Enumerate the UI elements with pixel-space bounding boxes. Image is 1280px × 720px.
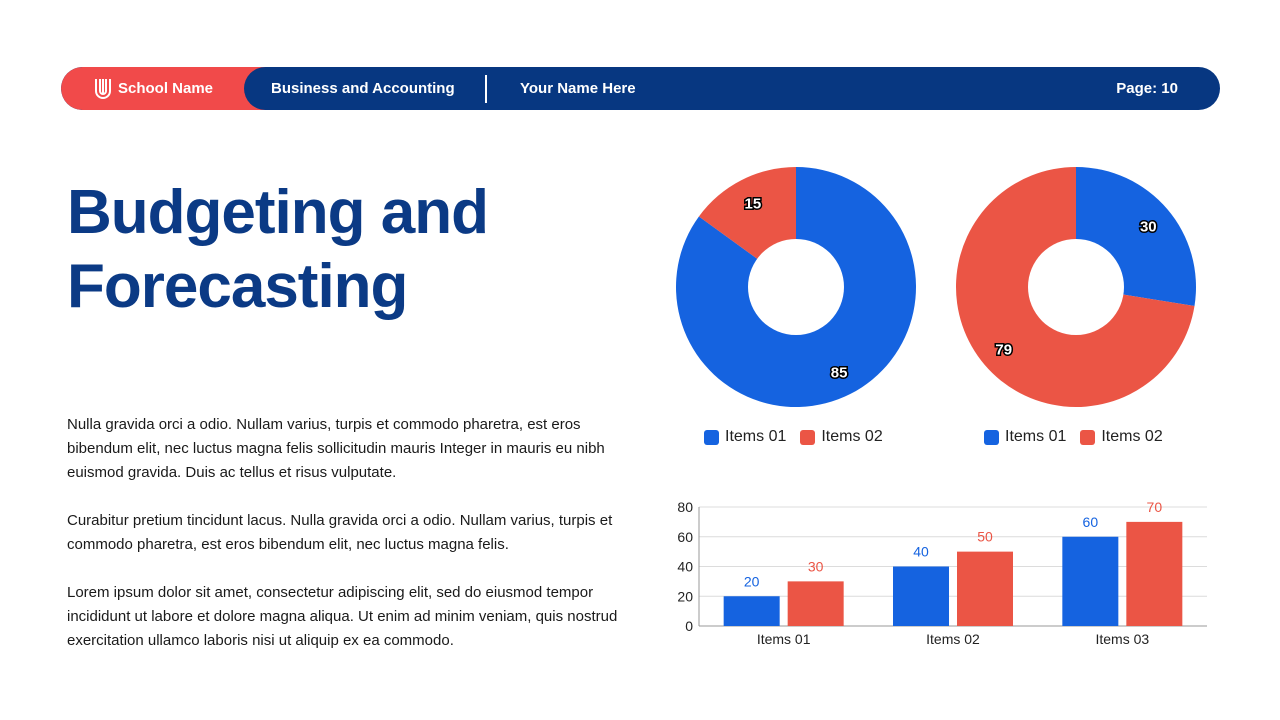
legend-swatch-red [1080,429,1096,445]
bar-data-label: 70 [1147,499,1163,515]
school-logo-icon [95,78,111,99]
bar-red [957,551,1013,626]
donut-1-hole [748,239,844,335]
bar-data-label: 40 [913,544,929,560]
bar-x-tick-label: Items 01 [757,631,811,647]
legend-item-1: Items 01 [704,428,786,446]
legend-item-2: Items 02 [1080,428,1163,446]
bar-x-tick-label: Items 02 [926,631,980,647]
legend-item-1: Items 01 [984,428,1066,446]
bar-blue [893,566,949,626]
bar-red [1126,521,1183,626]
legend-swatch-blue [984,429,999,445]
paragraph-1: Nulla gravida orci a odio. Nullam varius… [67,416,605,481]
bar-x-tick-label: Items 03 [1095,631,1149,647]
bar-red [787,581,844,626]
header-divider [485,75,487,103]
legend-label: Items 02 [1101,428,1163,445]
bar-data-label: 20 [744,573,760,589]
bar-y-tick-label: 60 [677,529,693,545]
paragraph-3: Lorem ipsum dolor sit amet, consectetur … [67,584,618,649]
donut-1-legend: Items 01 Items 02 [704,426,883,448]
school-badge: School Name [61,67,271,110]
donut-1-data-label: 15 [745,195,762,212]
bar-data-label: 60 [1083,514,1099,530]
donut-2-legend: Items 01 Items 02 [984,426,1163,448]
bar-y-tick-label: 20 [677,588,693,604]
donut-2-hole [1028,239,1124,335]
title-line-1: Budgeting and [67,178,489,247]
bar-y-tick-label: 40 [677,559,693,575]
legend-label: Items 01 [725,428,787,445]
bar-y-tick-label: 80 [677,499,693,515]
bar-blue [1062,536,1119,626]
course-name: Business and Accounting [271,80,455,97]
page-number: Page: 10 [1116,80,1178,97]
title-line-2: Forecasting [67,252,408,321]
legend-item-2: Items 02 [800,428,883,446]
page-title: Budgeting and Forecasting [67,176,627,324]
bar-data-label: 50 [977,529,993,545]
school-name: School Name [118,80,214,97]
legend-label: Items 01 [1005,428,1067,445]
donut-2-data-label: 79 [995,342,1012,359]
donut-1-data-label: 85 [831,365,848,382]
legend-swatch-blue [704,429,719,445]
header-bar: School Name Business and Accounting Your… [61,67,1220,110]
donut-2-data-label: 30 [1140,218,1157,235]
header-cap [244,67,304,110]
bar-data-label: 30 [808,558,824,574]
legend-swatch-red [800,429,816,445]
paragraph-2: Curabitur pretium tincidunt lacus. Nulla… [67,512,613,553]
bar-blue [723,596,780,626]
legend-label: Items 02 [821,428,883,445]
bar-y-tick-label: 0 [685,618,693,634]
author-name: Your Name Here [520,80,636,97]
